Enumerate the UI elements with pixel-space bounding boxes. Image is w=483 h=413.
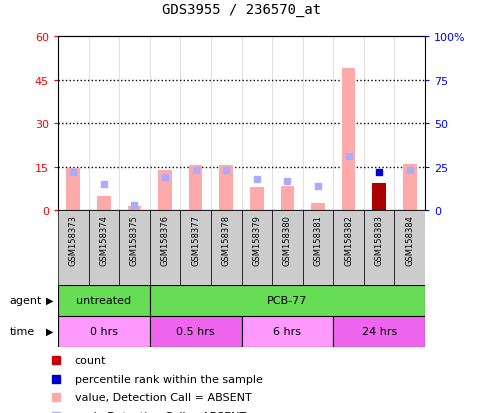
FancyBboxPatch shape	[58, 211, 88, 285]
FancyBboxPatch shape	[58, 285, 150, 316]
Text: GSM158375: GSM158375	[130, 214, 139, 265]
FancyBboxPatch shape	[58, 316, 150, 347]
Bar	[403, 164, 417, 211]
FancyBboxPatch shape	[333, 211, 364, 285]
Bar	[311, 203, 325, 211]
Text: untreated: untreated	[76, 295, 131, 306]
FancyBboxPatch shape	[333, 316, 425, 347]
Text: value, Detection Call = ABSENT: value, Detection Call = ABSENT	[75, 392, 252, 403]
Text: GSM158378: GSM158378	[222, 214, 231, 265]
Bar	[97, 196, 111, 211]
FancyBboxPatch shape	[395, 211, 425, 285]
Text: GDS3955 / 236570_at: GDS3955 / 236570_at	[162, 2, 321, 17]
Text: PCB-77: PCB-77	[267, 295, 308, 306]
Bar	[250, 188, 264, 211]
FancyBboxPatch shape	[88, 211, 119, 285]
Text: count: count	[75, 355, 106, 366]
Text: time: time	[10, 326, 35, 337]
FancyBboxPatch shape	[303, 211, 333, 285]
Text: GSM158384: GSM158384	[405, 214, 414, 265]
Bar	[66, 169, 80, 211]
Text: GSM158377: GSM158377	[191, 214, 200, 265]
Text: GSM158373: GSM158373	[69, 214, 78, 265]
Text: GSM158379: GSM158379	[252, 214, 261, 265]
Bar	[189, 166, 202, 211]
FancyBboxPatch shape	[180, 211, 211, 285]
FancyBboxPatch shape	[272, 211, 303, 285]
Text: GSM158374: GSM158374	[99, 214, 108, 265]
Text: 6 hrs: 6 hrs	[273, 326, 301, 337]
FancyBboxPatch shape	[242, 211, 272, 285]
Bar	[219, 166, 233, 211]
Text: ▶: ▶	[46, 326, 54, 337]
Bar	[158, 170, 172, 211]
FancyBboxPatch shape	[211, 211, 242, 285]
FancyBboxPatch shape	[150, 211, 180, 285]
FancyBboxPatch shape	[364, 211, 395, 285]
Bar	[128, 206, 142, 211]
Text: percentile rank within the sample: percentile rank within the sample	[75, 374, 263, 384]
Text: agent: agent	[10, 295, 42, 306]
Text: GSM158381: GSM158381	[313, 214, 323, 265]
Text: 0.5 hrs: 0.5 hrs	[176, 326, 215, 337]
FancyBboxPatch shape	[150, 316, 242, 347]
FancyBboxPatch shape	[119, 211, 150, 285]
Text: GSM158376: GSM158376	[160, 214, 170, 265]
Bar	[281, 186, 294, 211]
Text: GSM158382: GSM158382	[344, 214, 353, 265]
Text: 24 hrs: 24 hrs	[362, 326, 397, 337]
Bar	[341, 69, 355, 211]
FancyBboxPatch shape	[150, 285, 425, 316]
Text: 0 hrs: 0 hrs	[90, 326, 118, 337]
Text: rank, Detection Call = ABSENT: rank, Detection Call = ABSENT	[75, 411, 246, 413]
Text: ▶: ▶	[46, 295, 54, 306]
Text: GSM158383: GSM158383	[375, 214, 384, 265]
FancyBboxPatch shape	[242, 316, 333, 347]
Bar	[372, 183, 386, 211]
Text: GSM158380: GSM158380	[283, 214, 292, 265]
